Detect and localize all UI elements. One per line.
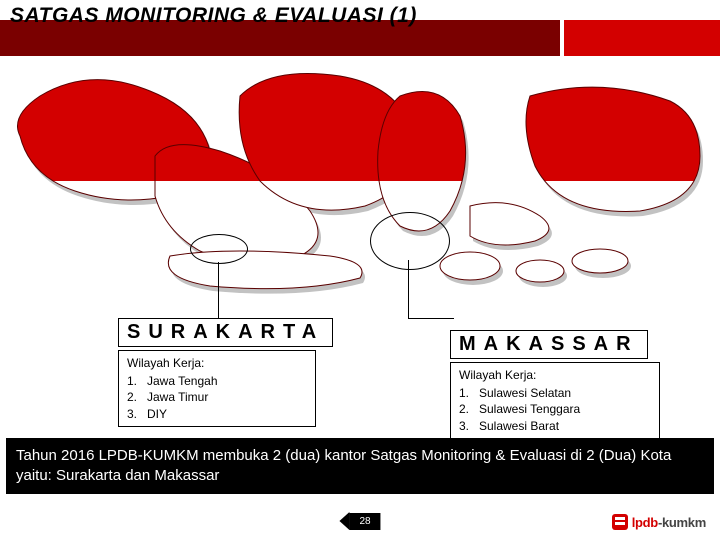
page-number: 28	[339, 512, 380, 530]
page-number-value: 28	[349, 513, 380, 530]
region1-box: Wilayah Kerja: 1.Jawa Tengah 2.Jawa Timu…	[118, 350, 316, 427]
connector-2	[408, 260, 454, 330]
header-red	[560, 20, 720, 56]
region1-item-3: DIY	[147, 406, 167, 422]
connector-1	[218, 262, 219, 318]
region1-title: SURAKARTA	[118, 318, 333, 347]
indonesia-map	[0, 56, 720, 326]
region2-box: Wilayah Kerja: 1.Sulawesi Selatan 2.Sula…	[450, 362, 660, 439]
region2-item-2: Sulawesi Tenggara	[479, 401, 580, 417]
logo-text: lpdb-kumkm	[632, 515, 706, 530]
logo-icon	[612, 514, 628, 530]
page-arrow-icon	[339, 512, 349, 530]
region1-item-1: Jawa Tengah	[147, 373, 218, 389]
region1-list: 1.Jawa Tengah 2.Jawa Timur 3.DIY	[127, 373, 307, 422]
callout-surakarta	[190, 234, 248, 264]
region2-item-1: Sulawesi Selatan	[479, 385, 571, 401]
footer-text: Tahun 2016 LPDB-KUMKM membuka 2 (dua) ka…	[6, 438, 714, 495]
region1-label: Wilayah Kerja:	[127, 355, 307, 371]
region2-label: Wilayah Kerja:	[459, 367, 651, 383]
page-title: SATGAS MONITORING & EVALUASI (1)	[10, 4, 417, 28]
region2-title: MAKASSAR	[450, 330, 648, 359]
region2-list: 1.Sulawesi Selatan 2.Sulawesi Tenggara 3…	[459, 385, 651, 434]
logo: lpdb-kumkm	[612, 514, 706, 530]
region1-item-2: Jawa Timur	[147, 389, 208, 405]
region2-item-3: Sulawesi Barat	[479, 418, 559, 434]
